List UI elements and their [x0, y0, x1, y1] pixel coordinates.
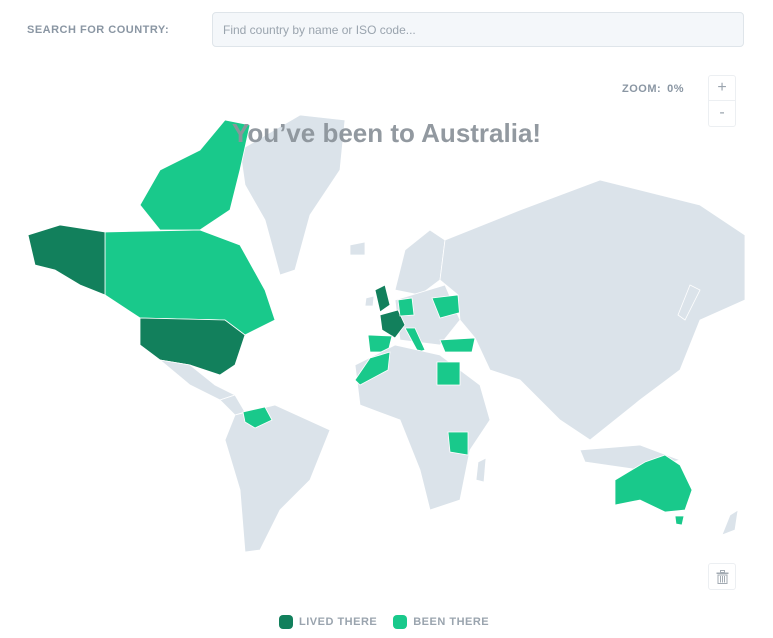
search-input[interactable]: [212, 12, 744, 47]
clear-button[interactable]: [708, 563, 736, 590]
country-germany[interactable]: [397, 297, 415, 317]
country-greenland[interactable]: [239, 114, 346, 276]
country-united-kingdom[interactable]: [374, 284, 391, 313]
country-madagascar[interactable]: [475, 457, 487, 483]
country-tasmania[interactable]: [674, 515, 685, 526]
country-france[interactable]: [379, 309, 406, 339]
zoom-in-button[interactable]: +: [708, 75, 736, 101]
country-tanzania[interactable]: [447, 431, 469, 456]
country-canada-arctic[interactable]: [139, 119, 251, 231]
legend-swatch-lived: [279, 615, 293, 629]
legend-label: BEEN THERE: [413, 616, 490, 628]
zoom-label: ZOOM:: [622, 83, 662, 95]
country-ireland[interactable]: [364, 295, 375, 307]
country-africa[interactable]: [354, 344, 491, 511]
country-new-zealand[interactable]: [721, 509, 739, 536]
legend: LIVED THERE BEEN THERE: [279, 615, 489, 629]
country-united-states-alaska[interactable]: [27, 224, 106, 296]
country-australia[interactable]: [614, 454, 693, 513]
legend-swatch-been: [393, 615, 408, 629]
zoom-out-button[interactable]: -: [708, 101, 736, 127]
country-russia-asia[interactable]: [439, 179, 746, 441]
country-united-states[interactable]: [139, 317, 246, 376]
country-south-america[interactable]: [224, 404, 331, 553]
country-venezuela[interactable]: [242, 406, 273, 429]
legend-item-lived: LIVED THERE: [279, 615, 377, 629]
search-label: SEARCH FOR COUNTRY:: [27, 24, 170, 36]
country-canada[interactable]: [104, 229, 276, 336]
legend-item-been: BEEN THERE: [393, 615, 489, 629]
zoom-value: 0%: [667, 83, 685, 95]
country-scandinavia[interactable]: [394, 229, 446, 296]
map-title: You’ve been to Australia!: [231, 118, 542, 148]
zoom-readout: ZOOM: 0%: [622, 83, 684, 95]
country-japan[interactable]: [677, 284, 701, 321]
country-italy[interactable]: [404, 327, 426, 353]
country-turkey[interactable]: [439, 337, 476, 353]
world-map[interactable]: [0, 95, 773, 565]
country-morocco[interactable]: [354, 351, 391, 386]
country-egypt[interactable]: [436, 361, 461, 386]
country-iceland[interactable]: [349, 241, 366, 256]
trash-icon: [716, 569, 728, 584]
legend-label: LIVED THERE: [299, 616, 378, 628]
